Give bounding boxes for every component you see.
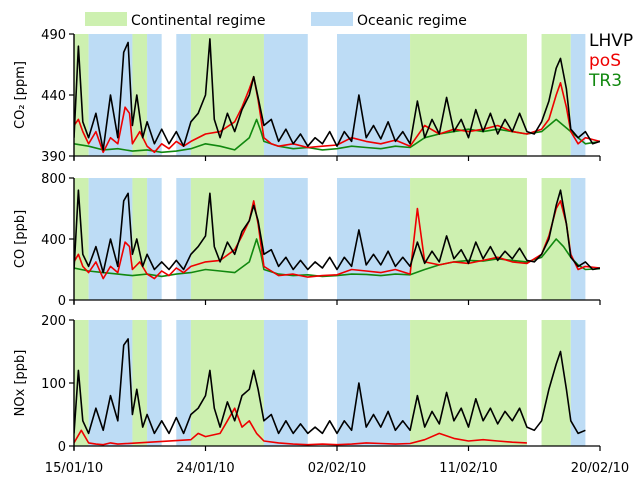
regime-band	[570, 178, 586, 300]
series-line-lhvp	[74, 189, 600, 274]
regime-band	[147, 34, 162, 156]
y-tick-label: 0	[58, 440, 66, 455]
regime-band	[176, 34, 191, 156]
series-label-lhvp: LHVP	[589, 31, 633, 51]
regime-band	[263, 178, 308, 300]
y-tick-label: 440	[41, 89, 66, 104]
y-tick-label: 200	[41, 314, 66, 329]
regime-band	[190, 34, 264, 156]
panel-nox: 0 100 200 NOx [ppb]	[13, 314, 601, 455]
y-axis-label: NOx [ppb]	[13, 350, 28, 417]
regime-band	[541, 320, 571, 446]
regime-band	[147, 320, 162, 446]
regime-band	[132, 320, 148, 446]
legend-label: Oceanic regime	[357, 13, 467, 29]
regime-band	[263, 320, 308, 446]
x-tick-label: 24/01/10	[176, 461, 234, 476]
regime-band	[570, 34, 586, 156]
regime-band	[190, 178, 264, 300]
series-line-pos	[74, 200, 600, 280]
legend-label: Continental regime	[131, 13, 265, 29]
y-tick-label: 800	[41, 172, 66, 187]
regime-band	[337, 320, 411, 446]
regime-band	[570, 320, 586, 446]
y-tick-label: 100	[41, 377, 66, 392]
regime-band	[176, 178, 191, 300]
regime-band	[337, 34, 411, 156]
panel-co2: 390 440 490 CO₂ [ppm]	[13, 28, 601, 165]
panels: 390 440 490 CO₂ [ppm] 0 400 800 CO [ppb] 0 100 200…	[13, 28, 601, 455]
y-tick-label: 400	[41, 233, 66, 248]
series-label-pos: poS	[589, 51, 621, 71]
regime-band	[147, 178, 162, 300]
series-label-tr3: TR3	[588, 71, 622, 91]
regime-band	[337, 178, 411, 300]
series-line-lhvp	[74, 338, 586, 435]
x-tick-label: 02/02/10	[308, 461, 366, 476]
regime-band	[132, 34, 148, 156]
y-tick-label: 390	[41, 150, 66, 165]
y-axis-label: CO [ppb]	[13, 210, 28, 268]
y-tick-label: 0	[58, 294, 66, 309]
series-line-pos	[74, 75, 600, 154]
x-tick-label: 20/02/10	[571, 461, 629, 476]
x-axis-ticks: 15/01/10 24/01/10 02/02/10 11/02/10 20/02/10	[45, 461, 629, 476]
legend-swatch-oceanic	[311, 12, 353, 26]
series-line-pos	[74, 407, 527, 446]
regime-legend: Continental regime Oceanic regime	[85, 12, 467, 29]
regime-band	[132, 178, 148, 300]
legend-swatch-continental	[85, 12, 127, 26]
panel-co: 0 400 800 CO [ppb]	[13, 172, 601, 309]
x-tick-label: 15/01/10	[45, 461, 103, 476]
y-tick-label: 490	[41, 28, 66, 43]
regime-band	[74, 320, 89, 446]
regime-band	[410, 178, 527, 300]
regime-band	[263, 34, 308, 156]
regime-band	[88, 320, 133, 446]
series-line-lhvp	[74, 38, 600, 151]
y-axis-label: CO₂ [ppm]	[13, 61, 28, 129]
regime-band	[176, 320, 191, 446]
x-tick-label: 11/02/10	[439, 461, 497, 476]
